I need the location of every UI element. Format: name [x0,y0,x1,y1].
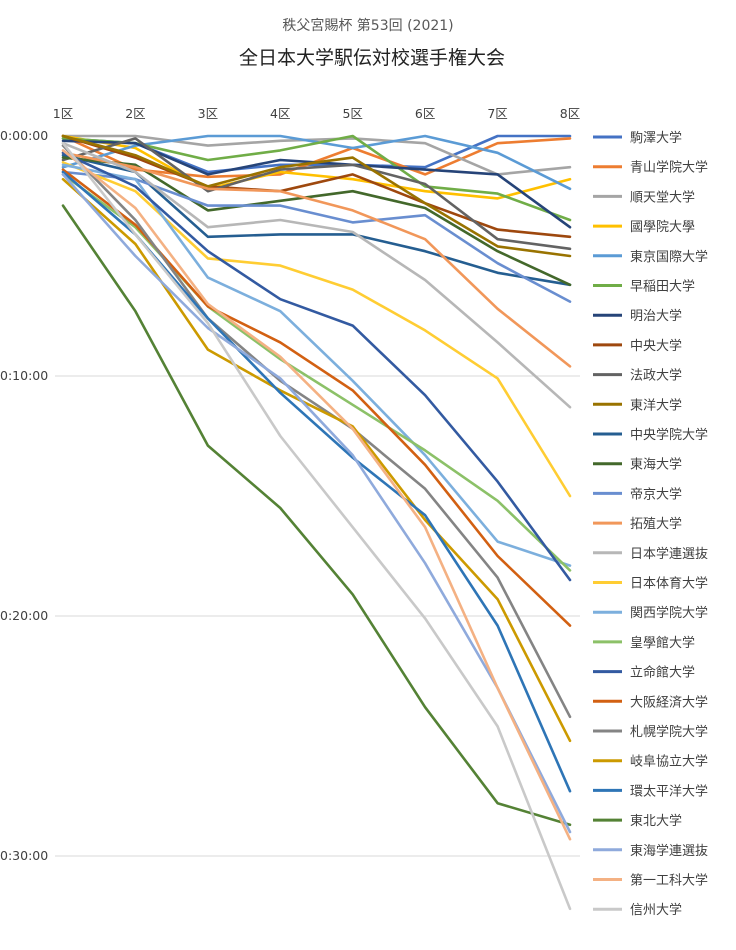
x-tick-label: 4区 [270,106,290,121]
legend-label: 早稲田大学 [630,279,695,295]
chart-subtitle: 秩父宮賜杯 第53回 (2021) [282,17,453,34]
x-tick-label: 3区 [198,106,218,121]
legend-label: 駒澤大学 [630,130,682,146]
series-line [61,151,572,368]
legend-label: 順天堂大学 [630,189,695,205]
x-tick-label: 8区 [560,106,580,121]
series-line [61,161,572,498]
series-line [61,137,572,251]
series-line [61,134,572,258]
legend-label: 岐阜協立大学 [630,754,708,770]
legend-label: 東洋大学 [630,397,682,413]
legend-label: 東北大学 [630,813,682,829]
x-tick-label: 7区 [487,106,507,121]
legend: 駒澤大学青山学院大学順天堂大学國學院大學東京国際大学早稲田大学明治大学中央大学法… [593,130,708,918]
y-axis-tick-labels: 0:00:00 0:10:00 0:20:00 0:30:00 [0,128,48,863]
series-line [61,134,572,200]
series-line [61,173,572,572]
series-line [61,204,572,827]
legend-label: 中央大学 [630,338,682,354]
legend-label: 帝京大学 [630,486,682,502]
series-line [61,173,572,834]
legend-label: 第一工科大学 [630,873,708,889]
legend-label: 中央学院大学 [630,427,708,443]
y-tick-label: 0:30:00 [0,848,48,863]
y-gridlines [55,375,580,857]
series-line [61,134,572,176]
series-line [61,177,572,743]
series-line [61,141,572,409]
legend-label: 皇學館大学 [630,635,695,651]
legend-label: 大阪経済大学 [630,694,708,710]
legend-label: 関西学院大学 [630,605,708,621]
series-line [61,170,572,303]
y-tick-label: 0:00:00 [0,128,48,143]
chart-title: 全日本大学駅伝対校選手権大会 [239,47,505,69]
series-lines [61,134,572,911]
y-tick-label: 0:20:00 [0,608,48,623]
legend-label: 東京国際大学 [630,249,708,265]
legend-label: 明治大学 [630,308,682,324]
legend-label: 拓殖大学 [630,516,682,532]
series-line [61,134,572,239]
legend-label: 青山学院大学 [630,160,708,176]
legend-label: 立命館大学 [630,665,695,681]
series-line [61,156,572,287]
legend-label: 國學院大學 [630,220,695,235]
legend-label: 信州大学 [630,902,682,918]
legend-label: 環太平洋大学 [630,783,708,799]
series-line [61,151,572,582]
series-line [61,141,572,911]
legend-label: 東海大学 [630,457,682,473]
x-tick-label: 6区 [415,106,435,121]
x-tick-label: 2区 [125,106,145,121]
x-axis-tick-labels: 1区 2区 3区 4区 5区 6区 7区 8区 [53,106,580,121]
legend-label: 法政大学 [630,368,682,384]
legend-label: 札幌学院大学 [630,724,708,740]
x-tick-label: 1区 [53,106,73,121]
legend-label: 日本学連選抜 [630,546,708,562]
series-line [61,149,572,841]
legend-label: 日本体育大学 [630,576,708,592]
x-tick-label: 5区 [342,106,362,121]
legend-label: 東海学連選抜 [630,843,708,859]
series-line [61,144,572,719]
y-tick-label: 0:10:00 [0,368,48,383]
